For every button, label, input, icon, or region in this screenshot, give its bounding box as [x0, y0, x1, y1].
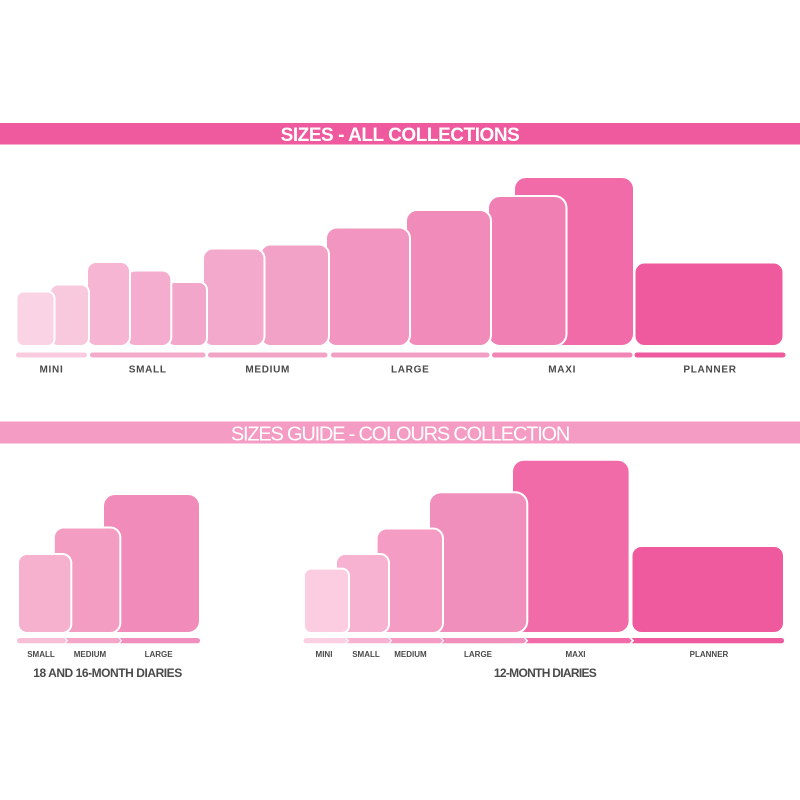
svg-text:MEDIUM: MEDIUM [74, 650, 107, 659]
svg-text:PLANNER: PLANNER [690, 650, 729, 659]
svg-text:SMALL: SMALL [129, 365, 167, 376]
svg-text:MAXI: MAXI [566, 650, 586, 659]
svg-text:LARGE: LARGE [464, 650, 493, 659]
svg-text:MINI: MINI [316, 650, 333, 659]
svg-text:SMALL: SMALL [27, 650, 55, 659]
svg-text:SMALL: SMALL [352, 650, 380, 659]
svg-text:MEDIUM: MEDIUM [394, 650, 427, 659]
svg-text:SIZES GUIDE - COLOURS COLLECTI: SIZES GUIDE - COLOURS COLLECTION [231, 424, 569, 446]
svg-text:LARGE: LARGE [145, 650, 174, 659]
svg-text:PLANNER: PLANNER [683, 365, 736, 376]
svg-text:LARGE: LARGE [391, 365, 430, 376]
svg-text:18 AND 16-MONTH DIARIES: 18 AND 16-MONTH DIARIES [33, 666, 182, 680]
svg-text:MAXI: MAXI [548, 365, 576, 376]
svg-text:12-MONTH DIARIES: 12-MONTH DIARIES [494, 666, 597, 680]
svg-text:SIZES - ALL COLLECTIONS: SIZES - ALL COLLECTIONS [281, 125, 520, 146]
svg-text:MINI: MINI [40, 365, 64, 376]
svg-text:MEDIUM: MEDIUM [245, 365, 290, 376]
